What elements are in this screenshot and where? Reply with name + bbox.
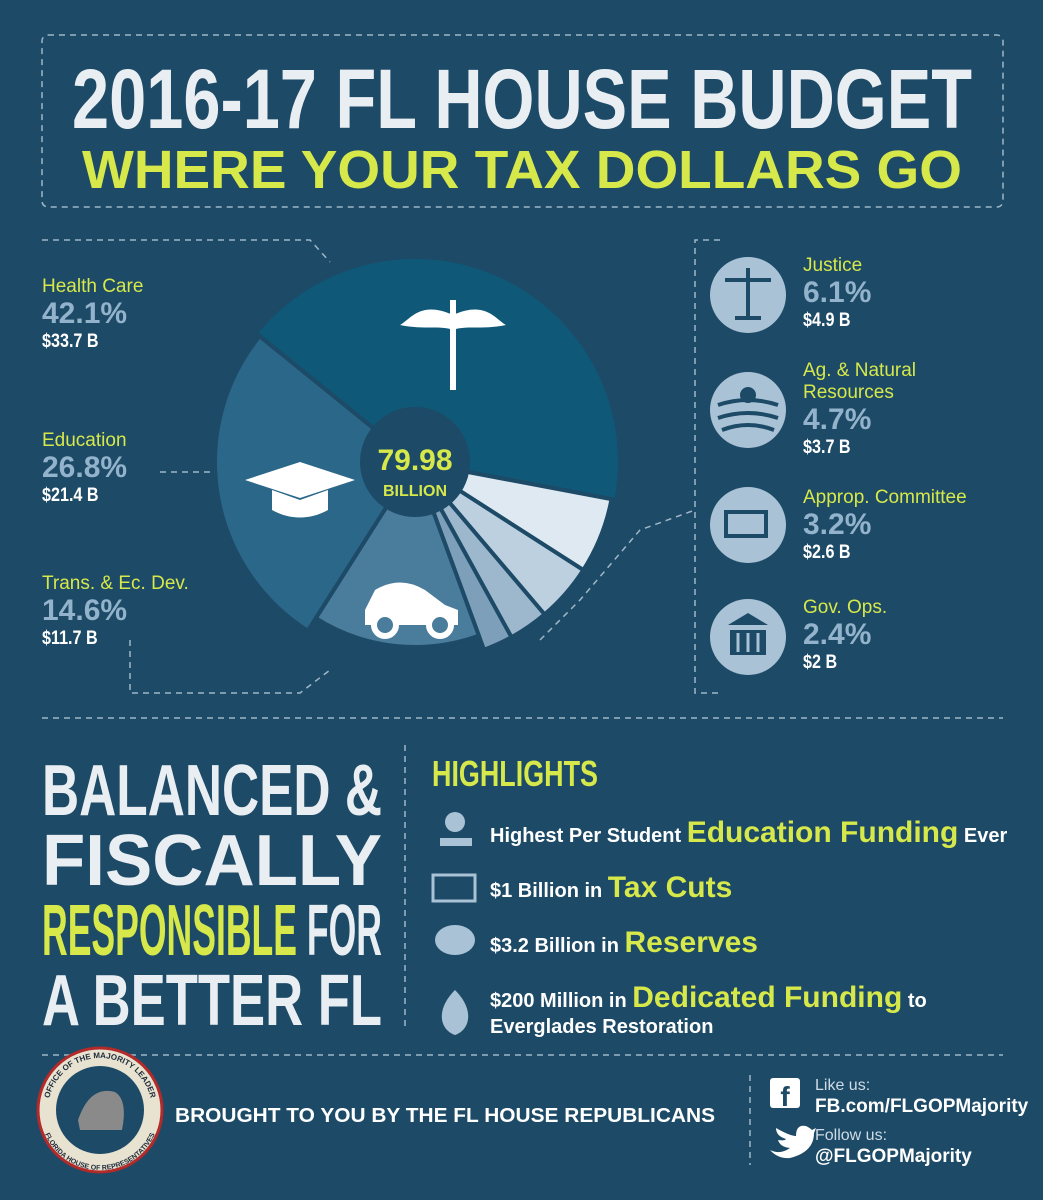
- highlight-part: Everglades Restoration: [490, 1016, 713, 1038]
- amount-label: $11.7 B: [42, 628, 98, 649]
- amount-label: $33.7 B: [42, 331, 99, 352]
- twitter-link[interactable]: @FLGOPMajority: [815, 1146, 972, 1167]
- credit: BROUGHT TO YOU BY THE FL HOUSE REPUBLICA…: [175, 1105, 715, 1127]
- percent-label: 3.2%: [803, 508, 872, 541]
- elephant: [78, 1090, 124, 1130]
- pie-slice: [252, 255, 622, 503]
- percent-label: 42.1%: [42, 297, 128, 330]
- category-name: Trans. & Ec. Dev.: [42, 573, 189, 594]
- cap-icon: [245, 462, 355, 518]
- category-icons: [710, 257, 786, 675]
- highlight-part: Tax Cuts: [608, 871, 732, 904]
- amount-label: $3.7 B: [803, 437, 851, 458]
- connector: [42, 239, 331, 263]
- pie-legend-entry: Health Care 42.1% $33.7 B: [42, 276, 272, 354]
- pie-legend-entry: Gov. Ops. 2.4% $2 B: [803, 597, 1003, 675]
- pie-center: [360, 407, 470, 517]
- slogan-line: FISCALLY: [42, 821, 382, 901]
- highlights: Highest Per Student Education Funding Ev…: [490, 816, 1007, 1038]
- highlight-part: $200 Million in: [490, 990, 632, 1012]
- pie-total: 79.98: [377, 444, 452, 477]
- connector: [129, 640, 331, 694]
- subtitle: WHERE YOUR TAX DOLLARS GO: [82, 140, 962, 200]
- slogan-part: RESPONSIBLE: [42, 891, 297, 971]
- twitter-label: Follow us:: [815, 1127, 887, 1144]
- highlight-part: to: [902, 990, 926, 1012]
- highlight-part: Dedicated Funding: [632, 981, 902, 1014]
- slogan-part: FOR: [297, 891, 382, 971]
- percent-label: 4.7%: [803, 403, 872, 436]
- percent-label: 26.8%: [42, 451, 128, 484]
- pie-icons: [245, 300, 506, 639]
- amount-label: $4.9 B: [803, 310, 851, 331]
- highlight-part: Education Funding: [687, 816, 959, 849]
- connector: [694, 239, 720, 694]
- pie-total-unit: BILLION: [383, 483, 447, 500]
- highlight-line: $3.2 Billion in Reserves: [490, 926, 758, 959]
- highlight-icons: [431, 812, 477, 1035]
- category-name: Approp. Committee: [803, 487, 967, 508]
- facebook-icon: [770, 1078, 800, 1108]
- title: 2016-17 FL HOUSE BUDGET: [72, 52, 972, 146]
- highlight-part: Ever: [958, 825, 1007, 847]
- facebook-link[interactable]: FB.com/FLGOPMajority: [815, 1096, 1029, 1117]
- highlight-part: Reserves: [624, 926, 757, 959]
- pie-legend-entry: Ag. & Natural Resources 4.7% $3.7 B: [803, 360, 1003, 460]
- percent-label: 6.1%: [803, 276, 872, 309]
- facebook-label: Like us:: [815, 1077, 870, 1094]
- category-name: Health Care: [42, 276, 144, 297]
- highlight-line: $1 Billion in Tax Cuts: [490, 871, 732, 904]
- pie-legend-entry: Approp. Committee 3.2% $2.6 B: [803, 487, 1018, 565]
- caduceus-icon: [450, 300, 456, 390]
- connector: [539, 509, 696, 641]
- slogan-line: A BETTER FL: [42, 961, 382, 1041]
- twitter-icon: [770, 1125, 816, 1159]
- title-box: [41, 34, 1004, 208]
- amount-label: $2 B: [803, 652, 838, 673]
- facebook-glyph: f: [780, 1081, 790, 1112]
- percent-label: 2.4%: [803, 618, 872, 651]
- category-name: Justice: [803, 255, 863, 276]
- slogan-part: A BETTER FL: [42, 961, 382, 1041]
- highlight-line: Highest Per Student Education Funding Ev…: [490, 816, 1007, 849]
- pie-legend-entry: Trans. & Ec. Dev. 14.6% $11.7 B: [42, 573, 272, 651]
- amount-label: $21.4 B: [42, 485, 99, 506]
- category-name: Gov. Ops.: [803, 597, 888, 618]
- caduceus-wings: [400, 309, 506, 330]
- amount-label: $2.6 B: [803, 542, 851, 563]
- pie-legend-entry: Education 26.8% $21.4 B: [42, 430, 272, 508]
- slogan-part: FISCALLY: [42, 821, 382, 901]
- highlights-title: HIGHLIGHTS: [432, 753, 598, 794]
- category-name: Ag. & Natural Resources: [803, 360, 916, 403]
- highlight-part: $3.2 Billion in: [490, 935, 624, 957]
- highlight-part: Highest Per Student: [490, 825, 687, 847]
- slogan-line: RESPONSIBLE FOR: [42, 891, 382, 971]
- percent-label: 14.6%: [42, 594, 128, 627]
- highlight-part: $1 Billion in: [490, 880, 608, 902]
- highlight-line: Everglades Restoration: [490, 1016, 713, 1038]
- category-name: Education: [42, 430, 127, 451]
- slogan-line: BALANCED &: [42, 751, 382, 831]
- pie-legend-entry: Justice 6.1% $4.9 B: [803, 255, 1003, 333]
- highlight-line: $200 Million in Dedicated Funding to: [490, 981, 927, 1014]
- slogan-part: BALANCED &: [42, 751, 382, 831]
